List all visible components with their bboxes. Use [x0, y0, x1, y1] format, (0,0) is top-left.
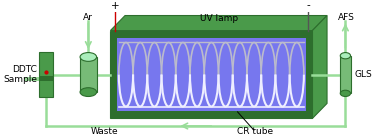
Bar [39, 76, 53, 81]
Bar [111, 31, 312, 119]
Text: Waste: Waste [91, 127, 119, 136]
Ellipse shape [340, 90, 350, 96]
Bar [39, 52, 53, 97]
Polygon shape [312, 15, 327, 119]
Bar [340, 56, 350, 93]
Text: GLS: GLS [355, 70, 373, 79]
Text: AFS: AFS [338, 13, 355, 22]
Polygon shape [111, 15, 327, 31]
Bar [117, 38, 306, 111]
Text: DDTC
Sample: DDTC Sample [3, 65, 37, 84]
Text: CR tube: CR tube [238, 127, 274, 136]
Text: UV lamp: UV lamp [200, 14, 238, 23]
Text: Ar: Ar [83, 13, 93, 22]
Ellipse shape [340, 53, 350, 59]
Ellipse shape [80, 88, 96, 96]
Text: -: - [306, 1, 310, 10]
Bar [80, 57, 96, 92]
Ellipse shape [80, 53, 96, 61]
Text: +: + [111, 1, 119, 10]
